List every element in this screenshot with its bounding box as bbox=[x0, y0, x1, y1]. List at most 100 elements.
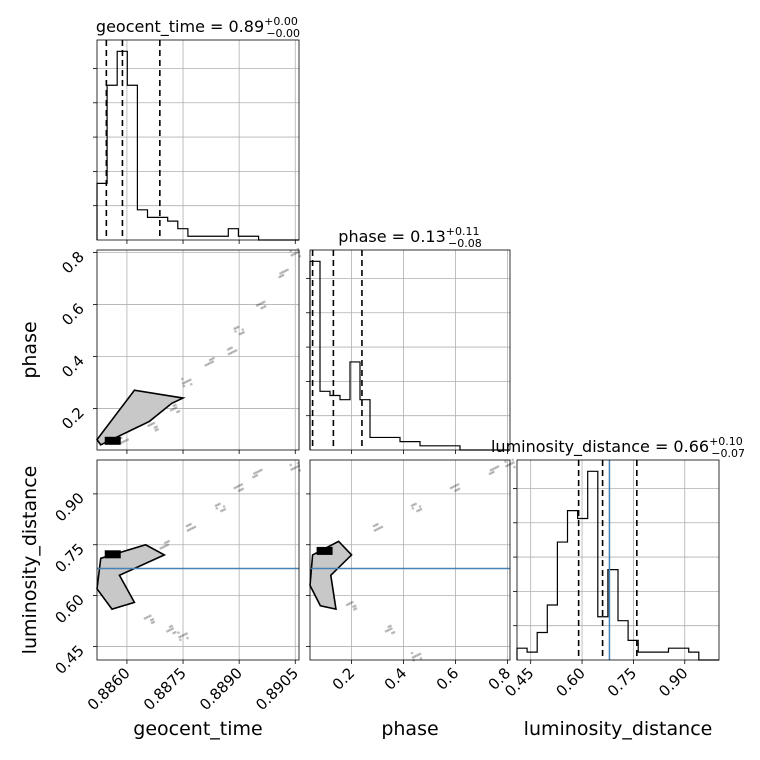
sample-point bbox=[262, 300, 266, 304]
sample-point bbox=[156, 428, 159, 431]
sample-point bbox=[506, 463, 510, 467]
density-contour bbox=[309, 540, 353, 611]
sample-point bbox=[167, 629, 171, 632]
sample-point bbox=[295, 251, 299, 254]
sample-point bbox=[411, 656, 415, 659]
xtick-label-geocent_time: 0.8890 bbox=[196, 664, 246, 714]
sample-point bbox=[255, 304, 259, 307]
sample-point bbox=[235, 485, 238, 489]
sample-point bbox=[254, 471, 258, 474]
sample-point bbox=[176, 410, 179, 414]
sample-point bbox=[182, 384, 186, 388]
sample-point bbox=[124, 439, 128, 442]
sample-point bbox=[159, 547, 163, 550]
sample-point bbox=[380, 525, 384, 529]
sample-point bbox=[166, 629, 169, 633]
sample-point bbox=[238, 484, 242, 487]
density-peak bbox=[104, 436, 121, 445]
sample-point bbox=[510, 462, 514, 465]
sample-point bbox=[289, 463, 293, 467]
sample-point bbox=[187, 523, 191, 527]
xlabel-luminosity_distance: luminosity_distance bbox=[524, 718, 713, 740]
sample-point bbox=[416, 653, 420, 657]
sample-point bbox=[214, 504, 218, 507]
sample-point bbox=[149, 618, 153, 622]
sample-point bbox=[280, 274, 283, 278]
sample-point bbox=[257, 303, 261, 306]
sample-point bbox=[204, 363, 207, 367]
sample-point bbox=[390, 627, 393, 630]
sample-point bbox=[167, 539, 171, 543]
sample-point bbox=[147, 615, 150, 618]
panel-frames bbox=[96, 39, 720, 661]
panel-geocent_time-vs-luminosity_distance bbox=[96, 459, 300, 661]
sample-point bbox=[378, 526, 382, 530]
sample-point bbox=[153, 426, 157, 429]
sample-point bbox=[155, 425, 159, 428]
sample-point bbox=[189, 522, 192, 526]
sample-point bbox=[347, 602, 351, 606]
sample-point bbox=[185, 632, 188, 635]
sample-point bbox=[278, 275, 281, 279]
sample-point bbox=[377, 527, 380, 530]
sample-point bbox=[143, 617, 147, 620]
sample-point bbox=[164, 544, 168, 547]
sample-point bbox=[412, 503, 416, 507]
sample-point bbox=[211, 360, 215, 363]
sample-point bbox=[227, 352, 231, 356]
sample-point bbox=[241, 487, 245, 491]
sample-point bbox=[236, 484, 240, 488]
sample-point bbox=[179, 638, 182, 642]
density-peak bbox=[316, 546, 333, 555]
sample-point bbox=[178, 635, 181, 639]
sample-point bbox=[218, 502, 221, 506]
sample-point bbox=[180, 377, 184, 381]
sample-point bbox=[384, 629, 388, 633]
sample-point bbox=[208, 358, 212, 362]
sample-point bbox=[168, 625, 172, 629]
sample-point bbox=[152, 421, 156, 425]
sample-point bbox=[261, 301, 264, 305]
histogram-phase bbox=[309, 260, 510, 451]
density-peak bbox=[104, 550, 121, 559]
panel-titles: geocent_time = 0.89+0.00 −0.00 phase = 0.1… bbox=[96, 15, 745, 460]
sample-point bbox=[190, 527, 193, 530]
sample-point bbox=[494, 466, 498, 469]
sample-point bbox=[280, 271, 284, 274]
sample-point bbox=[173, 407, 176, 410]
sample-point bbox=[345, 603, 349, 607]
sample-point bbox=[455, 484, 458, 487]
density-contour bbox=[96, 543, 167, 611]
sample-point bbox=[352, 608, 356, 611]
panel-phase-vs-luminosity_distance bbox=[309, 459, 511, 661]
xtick-label-geocent_time: 0.8860 bbox=[84, 664, 134, 714]
xtick-label-luminosity_distance: 0.90 bbox=[655, 664, 691, 700]
title-phase: phase = 0.13+0.11 −0.08 bbox=[338, 225, 481, 250]
sample-point bbox=[169, 408, 173, 412]
sample-point bbox=[230, 346, 233, 349]
sample-point bbox=[171, 408, 175, 411]
sample-point bbox=[351, 600, 354, 604]
sample-point bbox=[505, 464, 508, 468]
sample-point bbox=[413, 655, 416, 658]
sample-point bbox=[260, 468, 263, 472]
sample-point bbox=[418, 652, 422, 656]
xtick-label-phase: 0.4 bbox=[381, 664, 411, 694]
sample-point bbox=[354, 607, 358, 610]
sample-point bbox=[349, 601, 352, 605]
tick-labels: 0.2 0.4 0.6 0.8 0.45 0.60 0.75 0.90 0.8860 0.8875… bbox=[51, 248, 691, 714]
sample-point bbox=[416, 509, 419, 513]
sample-point bbox=[163, 541, 167, 545]
sample-point bbox=[154, 428, 158, 432]
ytick-label-phase: 0.8 bbox=[58, 248, 88, 278]
sample-point bbox=[188, 528, 191, 531]
sample-point bbox=[290, 468, 293, 471]
sample-point bbox=[189, 382, 193, 386]
sample-point bbox=[166, 543, 170, 547]
sample-point bbox=[292, 467, 295, 470]
sample-point bbox=[451, 485, 455, 489]
xtick-label-luminosity_distance: 0.60 bbox=[553, 664, 589, 700]
sample-point bbox=[149, 423, 152, 427]
sample-point bbox=[410, 504, 414, 507]
sample-point bbox=[183, 381, 187, 384]
